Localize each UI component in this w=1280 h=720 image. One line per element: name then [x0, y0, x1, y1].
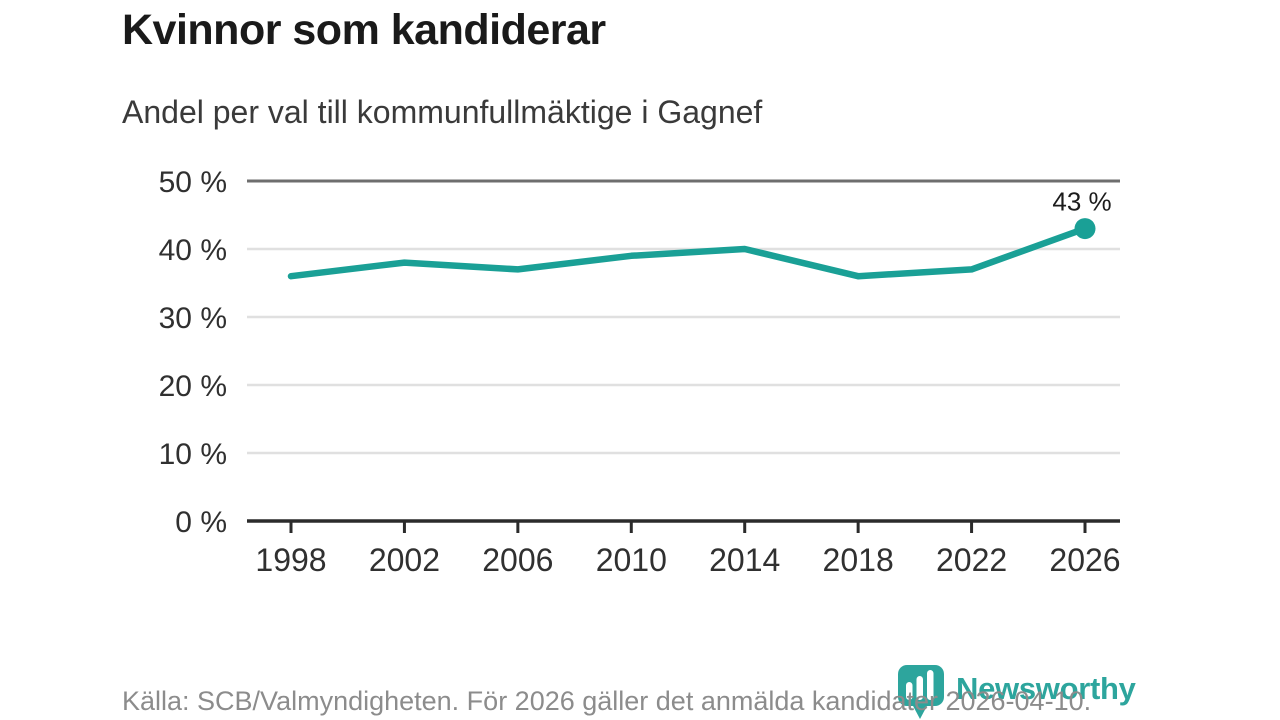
x-tick-label: 2006	[482, 542, 553, 578]
chart-subtitle: Andel per val till kommunfullmäktige i G…	[122, 94, 763, 130]
logo-bar-medium	[916, 676, 923, 700]
data-line	[287, 225, 1089, 280]
end-point-marker	[1074, 218, 1096, 240]
y-tick-label: 40 %	[159, 234, 227, 267]
x-tick-label: 2018	[823, 542, 894, 578]
x-tick-label: 2026	[1049, 542, 1120, 578]
logo-bar-short	[906, 682, 913, 700]
y-tick-label: 20 %	[159, 370, 227, 403]
end-point-label: 43 %	[1052, 187, 1111, 217]
x-tick-label: 2022	[936, 542, 1007, 578]
x-tick-label: 2002	[369, 542, 440, 578]
newsworthy-wordmark: Newsworthy	[956, 671, 1136, 706]
x-tick-label: 2010	[596, 542, 667, 578]
source-note: Källa: SCB/Valmyndigheten. För 2026 gäll…	[122, 686, 1092, 716]
newsworthy-logo: Newsworthy	[897, 664, 1136, 720]
logo-bar-tall	[927, 670, 934, 700]
x-tick-label: 2014	[709, 542, 780, 578]
page-title: Kvinnor som kandiderar	[122, 6, 606, 54]
y-tick-label: 50 %	[159, 166, 227, 199]
newsworthy-logo-icon	[898, 665, 944, 719]
y-tick-label: 0 %	[175, 506, 227, 539]
logo-bubble-pointer	[912, 704, 928, 719]
y-tick-label: 10 %	[159, 438, 227, 471]
y-tick-label: 30 %	[159, 302, 227, 335]
x-tick-label: 1998	[255, 542, 326, 578]
